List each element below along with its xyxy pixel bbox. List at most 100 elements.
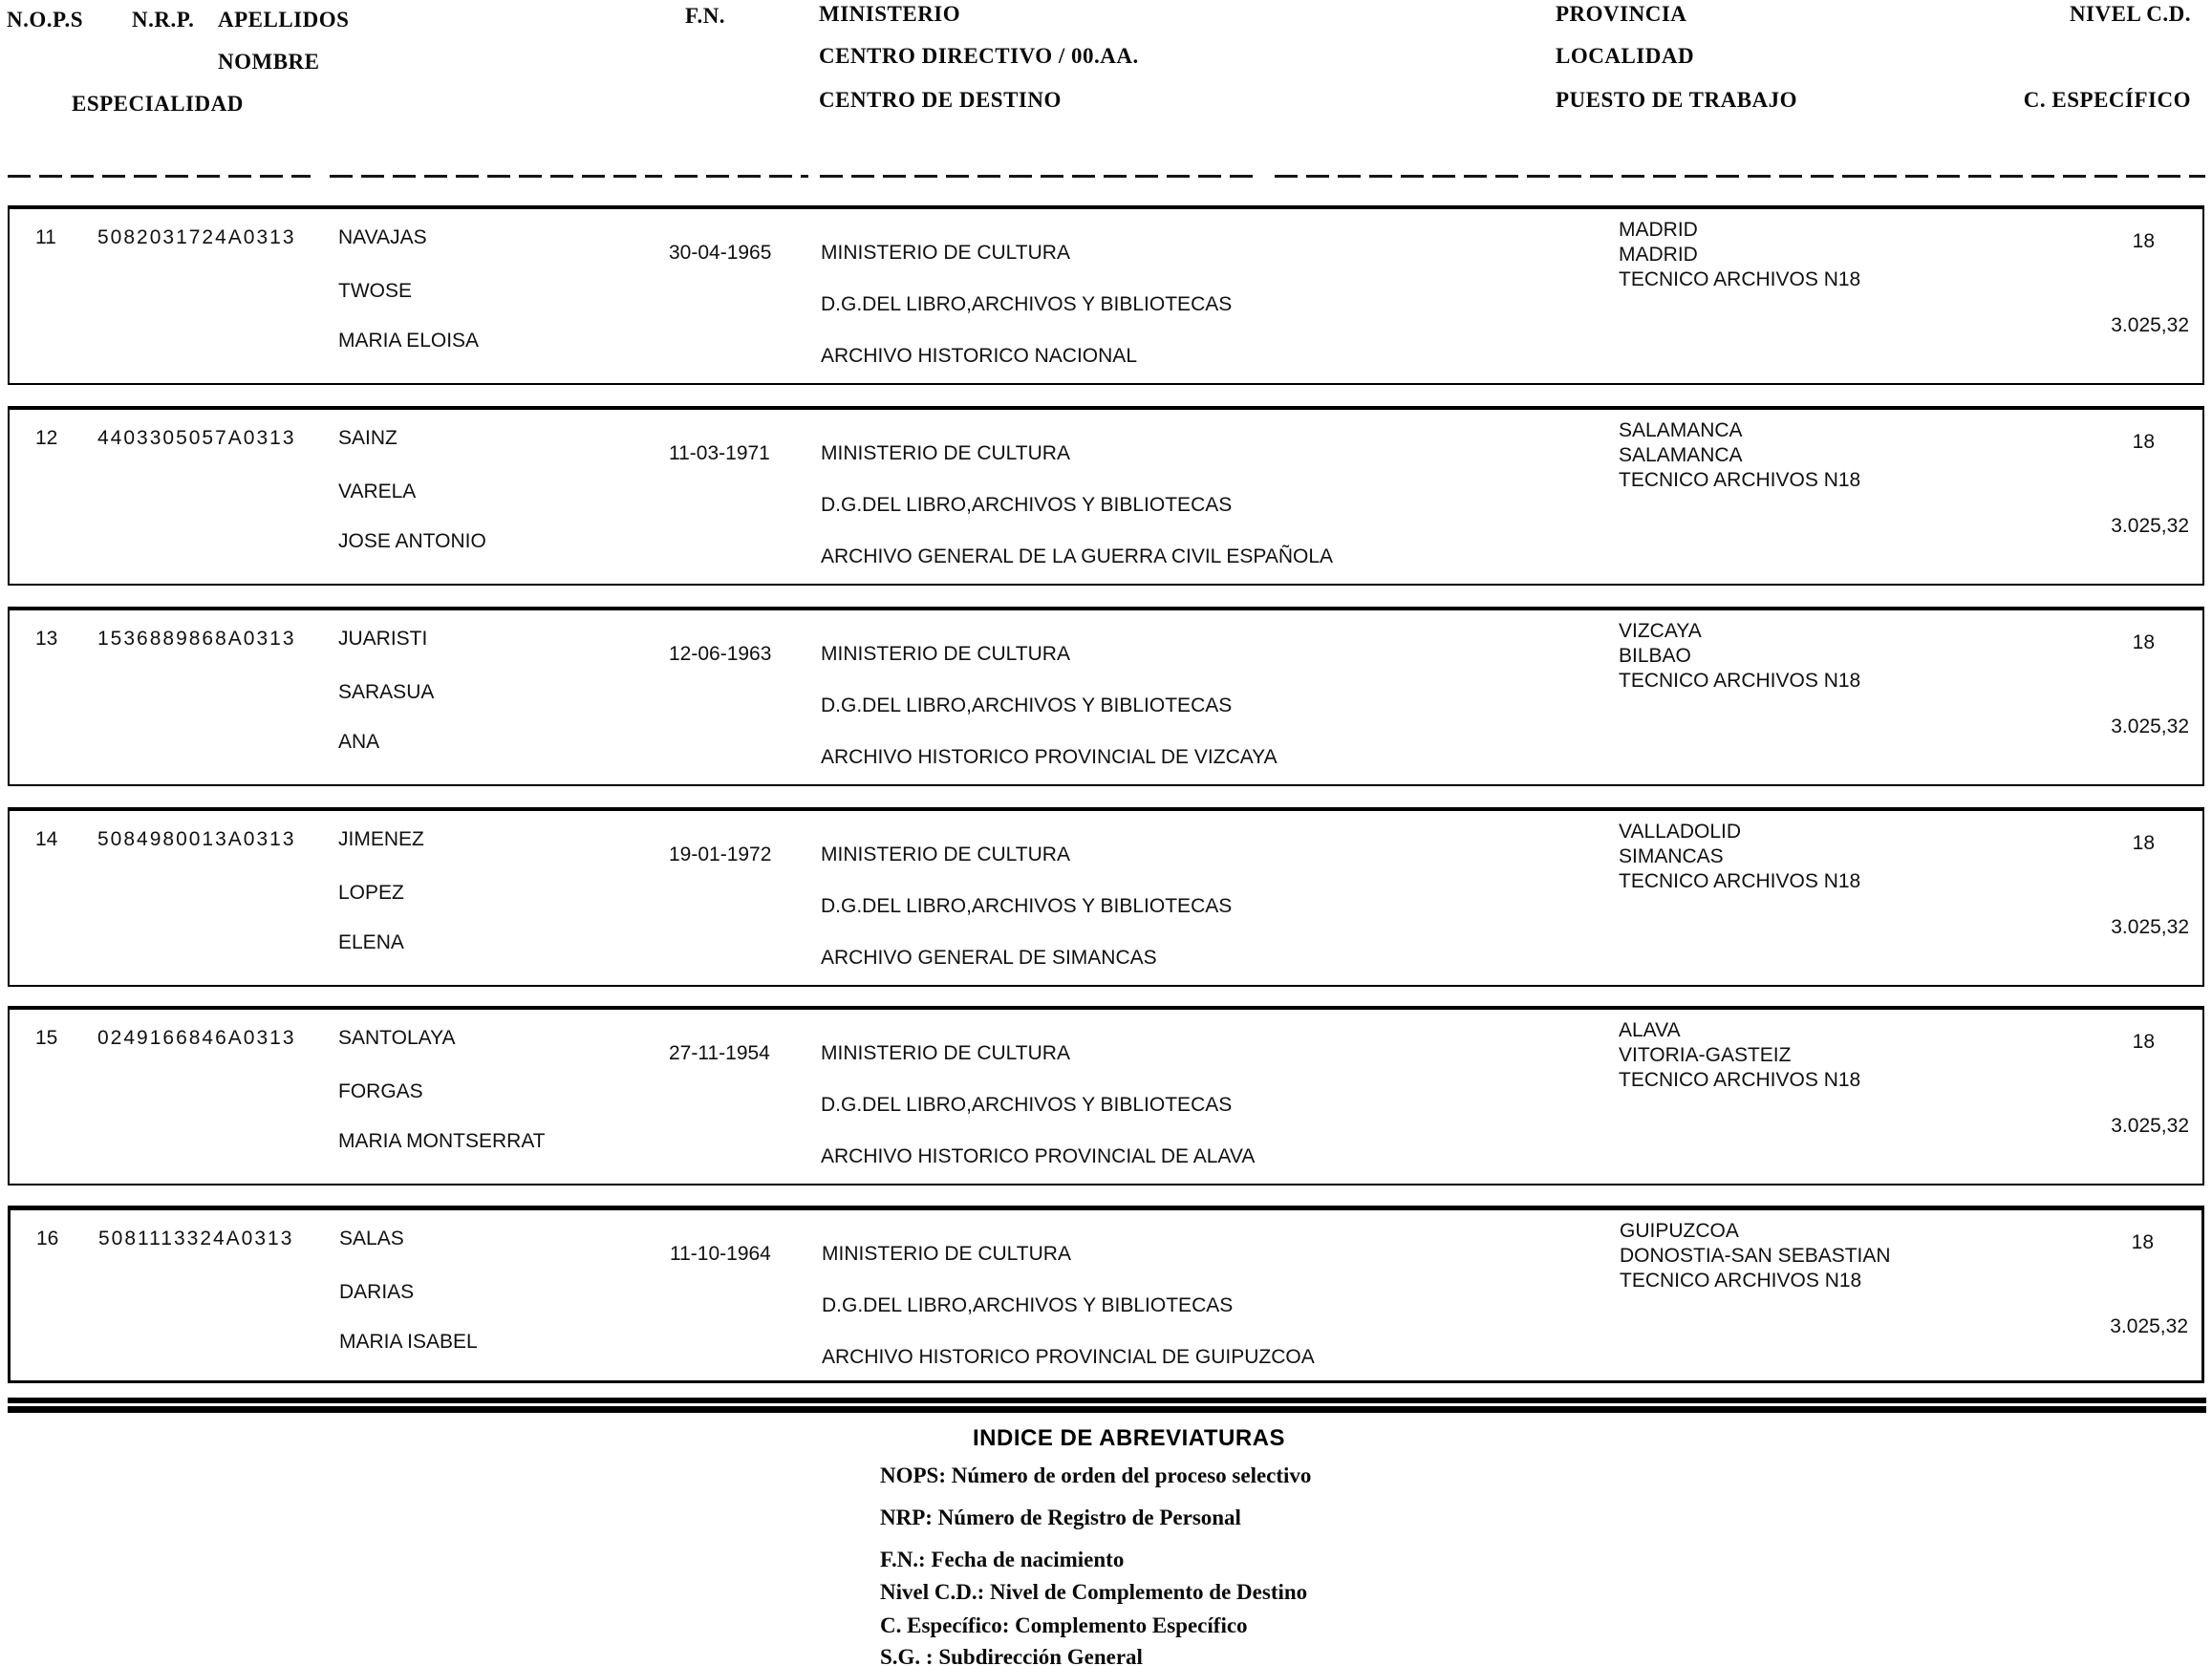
abbreviation-fn: F.N.: Fecha de nacimiento xyxy=(880,1548,1125,1571)
record-centro-directivo: D.G.DEL LIBRO,ARCHIVOS Y BIBLIOTECAS xyxy=(822,1294,1234,1316)
record-c-especifico: 3.025,32 xyxy=(2111,515,2189,537)
abbreviation-c-especifico: C. Específico: Complemento Específico xyxy=(880,1613,1248,1637)
record-ministry: MINISTERIO DE CULTURA xyxy=(821,1042,1070,1064)
record-centro-destino: ARCHIVO HISTORICO PROVINCIAL DE ALAVA xyxy=(821,1145,1256,1167)
record-centro-directivo: D.G.DEL LIBRO,ARCHIVOS Y BIBLIOTECAS xyxy=(821,694,1233,716)
column-header-nombre: NOMBRE xyxy=(218,50,320,74)
record-puesto: TECNICO ARCHIVOS N18 xyxy=(1619,268,1861,290)
record-c-especifico: 3.025,32 xyxy=(2110,1315,2188,1337)
record-centro-destino: ARCHIVO GENERAL DE SIMANCAS xyxy=(821,947,1157,969)
abbreviation-nops: NOPS: Número de orden del proceso select… xyxy=(880,1463,1312,1487)
record-surname2: TWOSE xyxy=(338,280,412,302)
record-nivel-cd: 18 xyxy=(2132,631,2155,653)
record-centro-directivo: D.G.DEL LIBRO,ARCHIVOS Y BIBLIOTECAS xyxy=(821,494,1233,516)
record-given-name: ELENA xyxy=(338,931,404,953)
record-nrp: 5084980013A0313 xyxy=(97,828,296,850)
record-puesto: TECNICO ARCHIVOS N18 xyxy=(1619,670,1861,692)
record-surname1: JUARISTI xyxy=(338,628,428,650)
record-birth-date: 12-06-1963 xyxy=(669,643,772,665)
abbreviations-title: INDICE DE ABREVIATURAS xyxy=(973,1425,1286,1451)
table-row: 13 1536889868A0313 JUARISTI SARASUA ANA … xyxy=(8,607,2204,786)
column-header-centro-directivo: CENTRO DIRECTIVO / 00.AA. xyxy=(819,44,1139,68)
record-ministry: MINISTERIO DE CULTURA xyxy=(821,643,1070,665)
header-underline-segment xyxy=(820,175,1261,178)
record-centro-directivo: D.G.DEL LIBRO,ARCHIVOS Y BIBLIOTECAS xyxy=(821,1094,1233,1116)
record-surname2: DARIAS xyxy=(339,1281,415,1303)
record-given-name: MARIA ISABEL xyxy=(339,1331,478,1353)
column-header-nivel-cd: NIVEL C.D. xyxy=(2069,2,2191,26)
record-given-name: MARIA MONTSERRAT xyxy=(338,1130,546,1152)
record-localidad: VITORIA-GASTEIZ xyxy=(1619,1044,1792,1066)
column-header-nops: N.O.P.S xyxy=(7,8,83,32)
record-given-name: JOSE ANTONIO xyxy=(338,530,486,552)
record-nrp: 0249166846A0313 xyxy=(97,1027,296,1049)
record-c-especifico: 3.025,32 xyxy=(2111,916,2189,938)
record-centro-directivo: D.G.DEL LIBRO,ARCHIVOS Y BIBLIOTECAS xyxy=(821,895,1233,917)
record-provincia: SALAMANCA xyxy=(1619,419,1743,441)
record-localidad: DONOSTIA-SAN SEBASTIAN xyxy=(1620,1245,1891,1267)
record-nivel-cd: 18 xyxy=(2132,431,2155,453)
record-surname2: FORGAS xyxy=(338,1080,423,1102)
header-underline-segment xyxy=(675,175,808,178)
column-header-provincia: PROVINCIA xyxy=(1556,2,1687,26)
record-surname2: VARELA xyxy=(338,481,417,502)
record-nrp: 5082031724A0313 xyxy=(97,226,296,248)
record-nivel-cd: 18 xyxy=(2131,1231,2154,1253)
table-row: 12 4403305057A0313 SAINZ VARELA JOSE ANT… xyxy=(8,406,2204,586)
abbreviation-sg: S.G. : Subdirección General xyxy=(880,1645,1143,1666)
record-centro-destino: ARCHIVO HISTORICO NACIONAL xyxy=(821,345,1137,367)
record-nops: 16 xyxy=(36,1228,59,1250)
column-header-nrp: N.R.P. xyxy=(132,8,195,32)
column-header-centro-destino: CENTRO DE DESTINO xyxy=(819,88,1062,112)
record-nivel-cd: 18 xyxy=(2132,230,2155,252)
record-birth-date: 11-10-1964 xyxy=(670,1243,771,1265)
section-divider-bar xyxy=(8,1398,2206,1413)
record-birth-date: 30-04-1965 xyxy=(669,242,772,264)
record-nops: 12 xyxy=(35,427,58,449)
column-header-localidad: LOCALIDAD xyxy=(1556,44,1695,68)
column-header-apellidos: APELLIDOS xyxy=(218,8,350,32)
table-row: 16 5081113324A0313 SALAS DARIAS MARIA IS… xyxy=(8,1206,2204,1383)
record-ministry: MINISTERIO DE CULTURA xyxy=(821,442,1070,464)
column-header-fn: F.N. xyxy=(685,4,726,28)
record-nops: 14 xyxy=(35,828,58,850)
record-surname1: SAINZ xyxy=(338,427,397,449)
abbreviation-nivel-cd: Nivel C.D.: Nivel de Complemento de Dest… xyxy=(880,1580,1308,1604)
record-centro-destino: ARCHIVO HISTORICO PROVINCIAL DE VIZCAYA xyxy=(821,746,1278,768)
record-puesto: TECNICO ARCHIVOS N18 xyxy=(1619,1069,1861,1091)
record-nrp: 4403305057A0313 xyxy=(97,427,296,449)
column-header-ministerio: MINISTERIO xyxy=(819,2,961,26)
record-centro-destino: ARCHIVO GENERAL DE LA GUERRA CIVIL ESPAÑ… xyxy=(821,545,1334,567)
record-birth-date: 27-11-1954 xyxy=(669,1042,770,1064)
record-nops: 11 xyxy=(35,226,56,248)
record-birth-date: 11-03-1971 xyxy=(669,442,770,464)
record-localidad: SALAMANCA xyxy=(1619,444,1743,466)
record-centro-destino: ARCHIVO HISTORICO PROVINCIAL DE GUIPUZCO… xyxy=(822,1346,1315,1368)
record-c-especifico: 3.025,32 xyxy=(2111,1115,2189,1137)
record-nrp: 5081113324A0313 xyxy=(98,1228,294,1250)
record-given-name: MARIA ELOISA xyxy=(338,330,480,352)
record-nops: 13 xyxy=(35,628,58,650)
record-provincia: VIZCAYA xyxy=(1619,620,1702,642)
record-c-especifico: 3.025,32 xyxy=(2111,314,2189,336)
header-underline-segment xyxy=(330,175,662,178)
table-row: 15 0249166846A0313 SANTOLAYA FORGAS MARI… xyxy=(8,1006,2204,1185)
record-provincia: ALAVA xyxy=(1619,1019,1681,1041)
record-ministry: MINISTERIO DE CULTURA xyxy=(822,1243,1071,1265)
column-header-c-especifico: C. ESPECÍFICO xyxy=(2023,88,2191,112)
record-nivel-cd: 18 xyxy=(2132,1031,2155,1053)
header-underline-segment xyxy=(8,175,311,178)
record-centro-directivo: D.G.DEL LIBRO,ARCHIVOS Y BIBLIOTECAS xyxy=(821,293,1233,315)
table-row: 11 5082031724A0313 NAVAJAS TWOSE MARIA E… xyxy=(8,205,2204,385)
record-localidad: MADRID xyxy=(1619,244,1698,266)
record-puesto: TECNICO ARCHIVOS N18 xyxy=(1619,469,1861,491)
record-c-especifico: 3.025,32 xyxy=(2111,716,2189,737)
record-surname1: SANTOLAYA xyxy=(338,1027,456,1049)
column-header-puesto: PUESTO DE TRABAJO xyxy=(1556,88,1798,112)
record-nivel-cd: 18 xyxy=(2132,832,2155,854)
record-provincia: MADRID xyxy=(1619,219,1698,241)
record-surname2: SARASUA xyxy=(338,681,435,703)
record-surname1: NAVAJAS xyxy=(338,226,427,248)
record-nrp: 1536889868A0313 xyxy=(97,628,296,650)
